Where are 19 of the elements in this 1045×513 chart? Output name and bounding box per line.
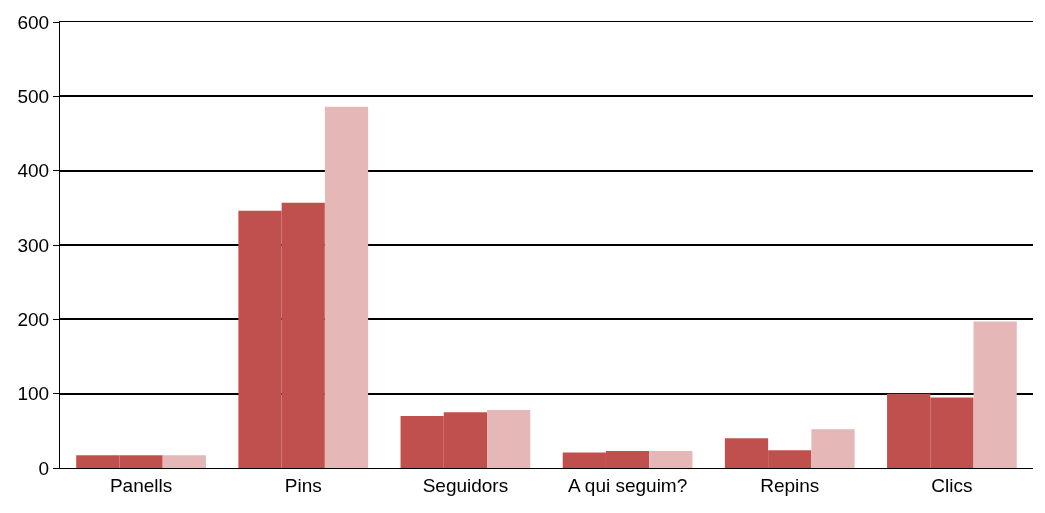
- y-tick-label: 200: [17, 308, 50, 330]
- x-tick-label: A qui seguim?: [567, 474, 688, 496]
- bar: [649, 450, 693, 468]
- bar: [487, 410, 531, 468]
- y-tick-label: 600: [17, 11, 50, 33]
- y-tick-label: 400: [17, 160, 50, 182]
- bar: [162, 455, 206, 468]
- bar: [324, 106, 369, 468]
- x-tick-label: Pins: [284, 474, 322, 496]
- bar: [811, 429, 855, 468]
- x-tick-label: Panells: [109, 474, 173, 496]
- y-tick-label: 100: [17, 383, 50, 405]
- bar: [973, 321, 1017, 468]
- y-tick-label: 0: [38, 457, 50, 479]
- y-tick-label: 500: [17, 85, 50, 107]
- y-tick-label: 300: [17, 234, 50, 256]
- x-tick-label: Seguidors: [422, 474, 509, 496]
- x-tick-label: Clics: [931, 474, 973, 496]
- x-tick-label: Repins: [760, 474, 820, 496]
